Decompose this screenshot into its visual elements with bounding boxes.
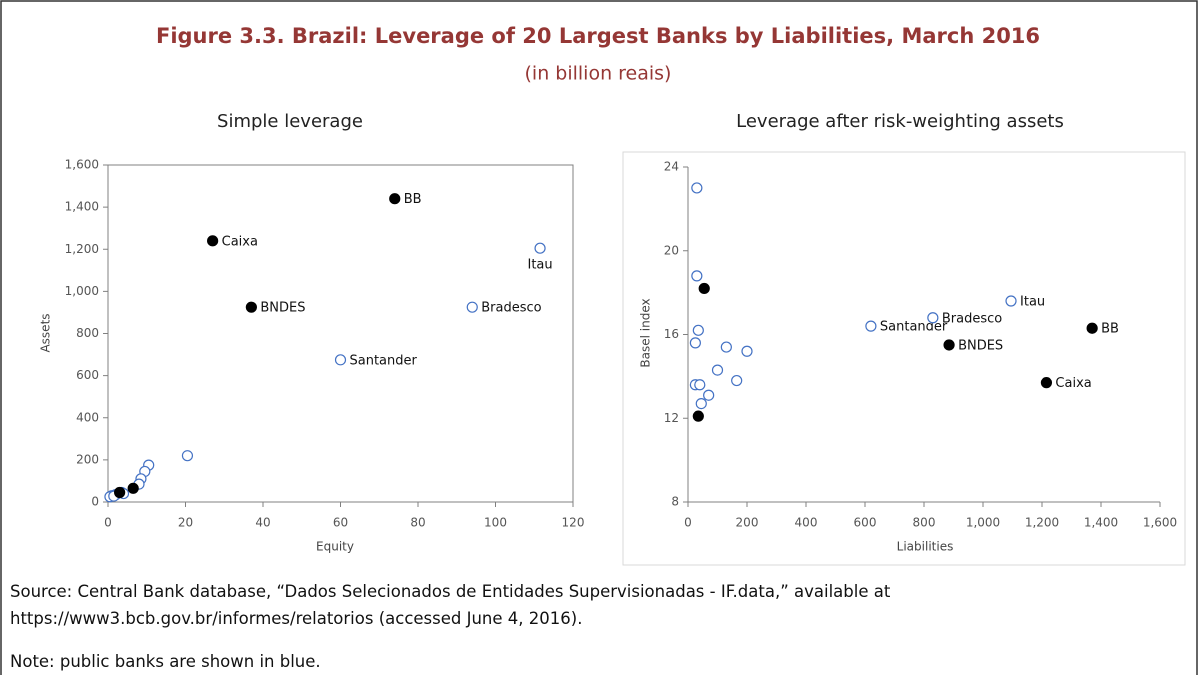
point-label: BNDES — [260, 301, 305, 316]
point-label: Santander — [880, 320, 948, 335]
y-tick-label: 0 — [91, 495, 99, 509]
data-point — [207, 235, 219, 247]
plot-border — [107, 164, 574, 503]
x-tick-label: 0 — [104, 516, 112, 530]
x-tick-label: 1,600 — [1143, 516, 1177, 530]
chart-title: Leverage after risk-weighting assets — [736, 111, 1064, 132]
y-tick-label: 1,600 — [65, 158, 99, 172]
point-label: Caixa — [1055, 376, 1091, 391]
figure-subtitle: (in billion reais) — [525, 63, 672, 85]
y-axis-label: Basel index — [639, 298, 653, 367]
data-point — [691, 182, 703, 194]
data-point — [694, 379, 706, 391]
point-label: Itau — [1020, 295, 1045, 310]
x-tick-label: 20 — [178, 516, 193, 530]
data-point — [943, 339, 955, 351]
data-point — [1040, 377, 1053, 389]
y-axis-label: Assets — [39, 313, 53, 352]
y-tick-label: 400 — [76, 410, 99, 424]
x-tick-label: 0 — [684, 516, 692, 530]
x-tick-label: 80 — [410, 516, 425, 530]
y-tick-label: 24 — [664, 160, 679, 174]
data-point — [865, 320, 877, 332]
data-point — [691, 270, 703, 282]
y-tick-label: 1,400 — [65, 200, 99, 214]
data-point — [720, 341, 732, 353]
y-tick-label: 600 — [76, 368, 99, 382]
data-point — [703, 389, 715, 401]
data-point — [927, 312, 939, 324]
y-tick-label: 16 — [664, 327, 679, 341]
point-label: Itau — [527, 258, 552, 273]
x-tick-label: 1,400 — [1084, 516, 1118, 530]
data-point — [1005, 295, 1017, 307]
data-point — [334, 354, 347, 366]
data-point — [698, 282, 710, 295]
y-tick-label: 800 — [76, 326, 99, 340]
data-point — [114, 486, 126, 499]
point-label: Bradesco — [481, 301, 541, 316]
figure-title: Figure 3.3. Brazil: Leverage of 20 Large… — [156, 24, 1040, 48]
data-point — [389, 193, 401, 205]
point-label: BB — [1101, 322, 1119, 337]
x-tick-label: 800 — [913, 516, 936, 530]
y-tick-label: 200 — [76, 452, 99, 466]
x-tick-label: 120 — [562, 516, 585, 530]
x-tick-label: 200 — [736, 516, 759, 530]
source-note: Source: Central Bank database, “Dados Se… — [10, 582, 891, 628]
data-point — [692, 324, 704, 336]
x-tick-label: 100 — [484, 516, 507, 530]
data-point — [534, 242, 546, 254]
point-label: Santander — [350, 353, 418, 368]
y-tick-label: 20 — [664, 243, 679, 257]
x-axis-label: Equity — [316, 540, 354, 554]
x-tick-label: 600 — [854, 516, 877, 530]
chart-title: Simple leverage — [217, 111, 363, 132]
point-label: BNDES — [958, 338, 1003, 353]
x-tick-label: 40 — [255, 516, 270, 530]
x-tick-label: 400 — [795, 516, 818, 530]
data-point — [127, 482, 139, 494]
x-axis-label: Liabilities — [897, 540, 954, 554]
data-point — [711, 364, 724, 376]
data-point — [466, 301, 478, 313]
y-tick-label: 1,200 — [65, 242, 99, 256]
x-tick-label: 60 — [333, 516, 348, 530]
y-tick-label: 1,000 — [65, 284, 99, 298]
x-tick-label: 1,000 — [966, 516, 1000, 530]
data-point — [695, 397, 707, 410]
point-label: BB — [404, 192, 422, 207]
data-point — [245, 301, 257, 313]
data-point — [692, 410, 704, 422]
chart-border — [622, 151, 1186, 566]
data-point — [689, 337, 701, 349]
point-label: Bradesco — [942, 311, 1002, 326]
note: Note: public banks are shown in blue. — [10, 652, 321, 671]
point-label: Caixa — [222, 234, 258, 249]
data-point — [731, 374, 743, 387]
data-point — [1086, 322, 1098, 334]
data-point — [181, 450, 194, 462]
y-tick-label: 12 — [664, 411, 679, 425]
x-tick-label: 1,200 — [1025, 516, 1059, 530]
y-tick-label: 8 — [671, 495, 679, 509]
data-point — [741, 345, 753, 357]
